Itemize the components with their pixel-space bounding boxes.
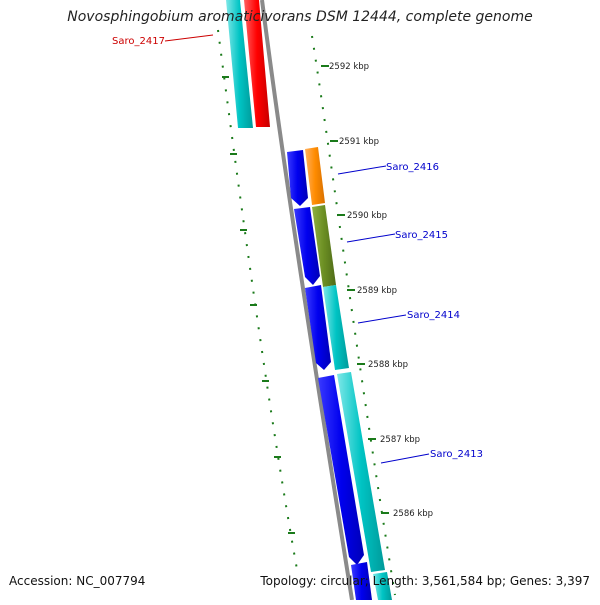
backbone-line [260, 0, 354, 601]
tick-2590: 2590 kbp [337, 211, 387, 221]
gene-label-text[interactable]: Saro_2415 [395, 230, 448, 241]
gene-saro-2417-red[interactable] [244, 0, 270, 127]
tick-label: 2590 kbp [347, 211, 387, 221]
tick-2588: 2588 kbp [357, 360, 408, 370]
tick-label: 2589 kbp [357, 286, 397, 296]
tick-label: 2592 kbp [329, 62, 369, 72]
gene-saro-2413-forward[interactable] [337, 372, 385, 572]
gene-label-text[interactable]: Saro_2414 [407, 310, 460, 321]
tick-label: 2587 kbp [380, 435, 420, 445]
label-saro-2413[interactable]: Saro_2413 [380, 449, 483, 464]
inner-ticks [222, 76, 295, 534]
tick-label: 2586 kbp [393, 509, 433, 519]
tick-2587: 2587 kbp [368, 435, 420, 445]
accession-text: Accession: NC_007794 [9, 574, 146, 588]
tick-label: 2588 kbp [368, 360, 408, 370]
genome-title: Novosphingobium aromaticivorans DSM 1244… [67, 9, 533, 25]
topology-text: Topology: circular; Length: 3,561,584 bp… [260, 574, 590, 588]
gene-label-text[interactable]: Saro_2413 [430, 449, 483, 460]
gene-saro-2415-arrow[interactable] [294, 207, 320, 285]
label-saro-2417[interactable]: Saro_2417 [112, 34, 214, 47]
tick-label: 2591 kbp [339, 137, 379, 147]
gene-label-text[interactable]: Saro_2416 [386, 162, 439, 173]
inner-tick-ring [217, 29, 299, 576]
gene-saro-2417-forward[interactable] [226, 0, 253, 128]
gene-saro-2414-arrow[interactable] [305, 285, 331, 370]
tick-2592: 2592 kbp [321, 62, 369, 72]
label-saro-2416[interactable]: Saro_2416 [337, 162, 439, 175]
gene-saro-2416-arrow[interactable] [287, 150, 308, 206]
tick-2589: 2589 kbp [347, 286, 397, 296]
label-saro-2415[interactable]: Saro_2415 [346, 230, 448, 243]
gene-label-text[interactable]: Saro_2417 [112, 36, 165, 47]
gene-saro-2414-forward[interactable] [323, 285, 349, 370]
gene-saro-2415-olive[interactable] [312, 205, 336, 287]
gene-bottom-forward[interactable] [373, 572, 392, 600]
gene-bottom-arrow[interactable] [351, 562, 372, 600]
gene-saro-2413-arrow[interactable] [318, 375, 364, 565]
label-saro-2414[interactable]: Saro_2414 [357, 310, 460, 324]
gene-saro-2416-orange[interactable] [305, 147, 325, 205]
tick-2586: 2586 kbp [381, 509, 433, 519]
tick-2591: 2591 kbp [330, 137, 379, 147]
